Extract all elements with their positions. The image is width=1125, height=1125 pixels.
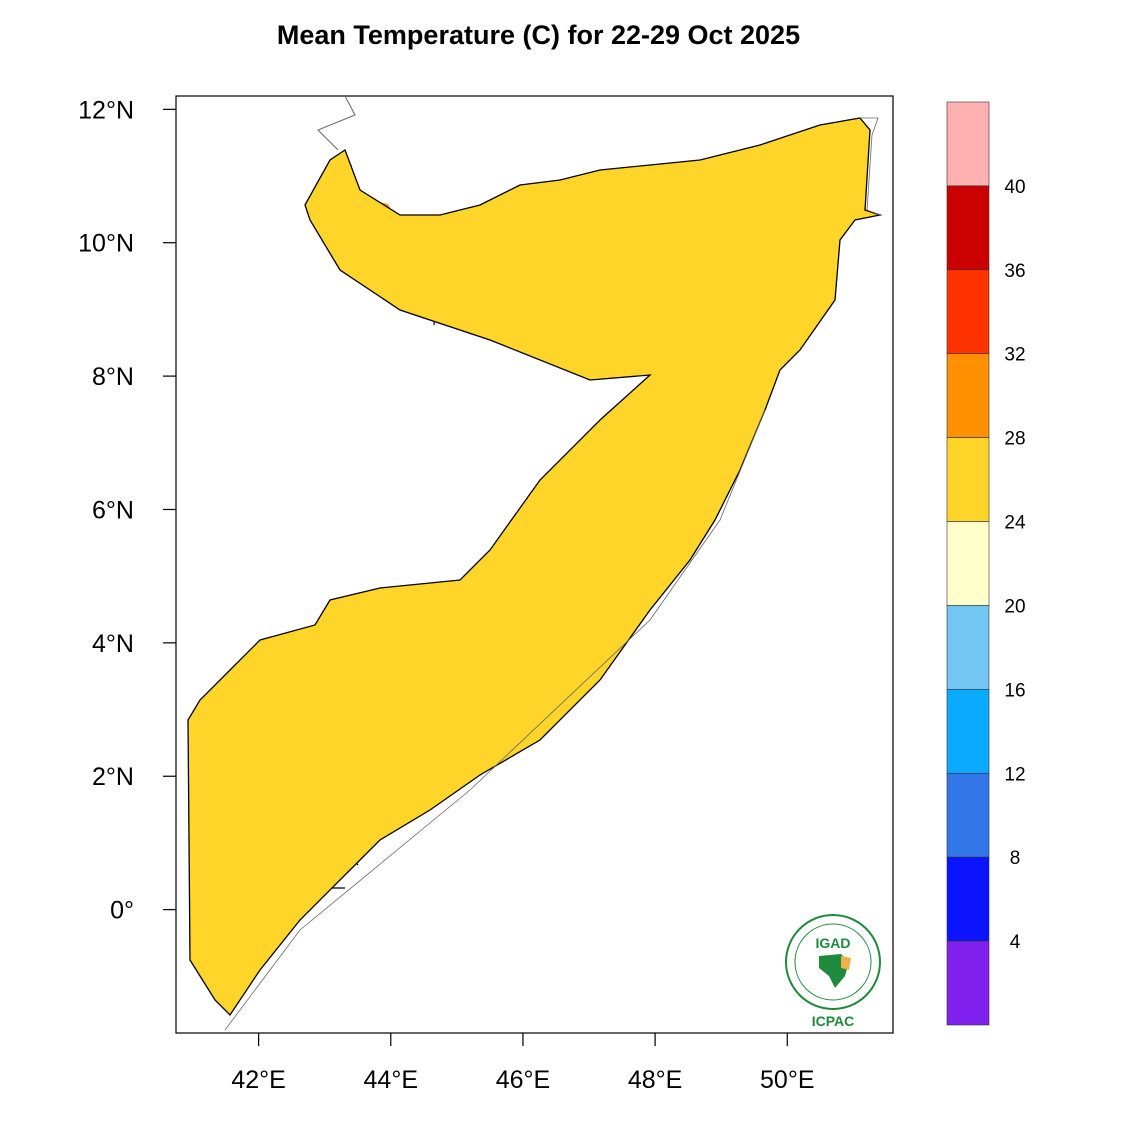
colorbar-label: 4 (1010, 932, 1021, 953)
colorbar-swatch (946, 353, 990, 438)
y-tick-label: 8°N (92, 363, 134, 391)
x-tick-label: 50°E (760, 1066, 814, 1094)
colorbar-label: 12 (1004, 764, 1025, 785)
colorbar-label: 24 (1004, 513, 1026, 534)
colorbar-swatch (946, 101, 990, 187)
colorbar-label: 16 (1004, 680, 1025, 701)
colorbar-swatch (946, 689, 990, 774)
colorbar: 40 36 32 28 24 20 16 12 8 4 (946, 101, 1026, 1026)
colorbar-label: 32 (1004, 345, 1025, 366)
colorbar-label: 36 (1004, 261, 1025, 282)
logo-icpac-text: ICPAC (812, 1013, 855, 1029)
colorbar-swatch (946, 605, 990, 690)
colorbar-label: 20 (1004, 596, 1025, 617)
chart-title: Mean Temperature (C) for 22-29 Oct 2025 (276, 20, 801, 50)
colorbar-swatch (946, 772, 990, 858)
colorbar-label: 40 (1004, 177, 1025, 198)
y-tick-label: 10°N (78, 230, 134, 258)
colorbar-label: 8 (1010, 848, 1021, 869)
y-tick-label: 4°N (92, 630, 134, 658)
y-tick-label: 2°N (92, 763, 134, 791)
colorbar-swatch (946, 269, 990, 355)
igad-icpac-logo: IGAD ICPAC (785, 914, 881, 1029)
y-axis: 12°N 10°N 8°N 6°N 4°N 2°N 0° (78, 96, 176, 925)
colorbar-label: 28 (1004, 429, 1025, 450)
map-area (187, 96, 881, 1031)
x-tick-label: 46°E (496, 1066, 550, 1094)
x-tick-label: 42°E (231, 1066, 285, 1094)
x-axis: 42°E 44°E 46°E 48°E 50°E (231, 1033, 815, 1094)
neighbor-border (317, 96, 356, 151)
y-tick-label: 12°N (78, 96, 134, 124)
x-tick-label: 44°E (364, 1066, 418, 1094)
logo-igad-text: IGAD (816, 935, 851, 951)
colorbar-swatch (946, 521, 990, 606)
y-tick-label: 0° (110, 897, 134, 925)
colorbar-swatch (946, 185, 990, 271)
colorbar-swatch (946, 940, 990, 1026)
x-tick-label: 48°E (628, 1066, 682, 1094)
colorbar-swatch (946, 437, 990, 522)
colorbar-swatch (946, 856, 990, 942)
y-tick-label: 6°N (92, 496, 134, 524)
coastline-reference (224, 117, 881, 1031)
